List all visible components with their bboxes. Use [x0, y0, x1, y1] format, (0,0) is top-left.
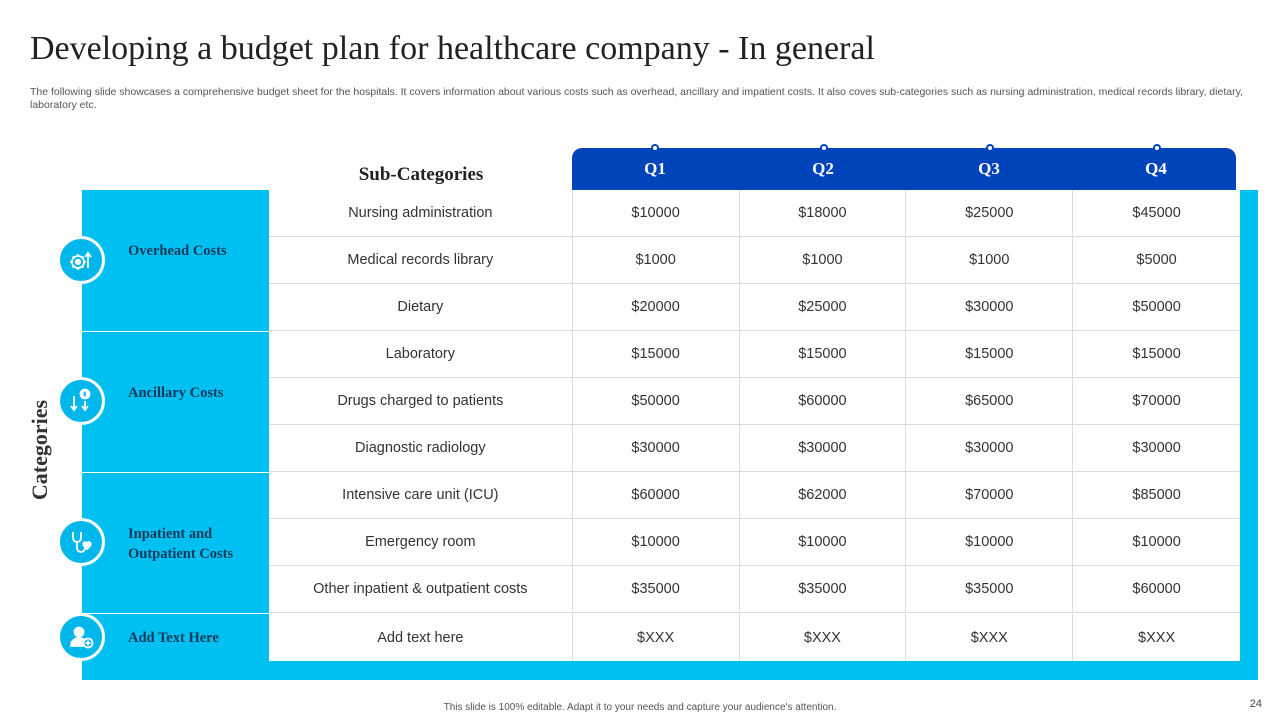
q4-cell: $30000 — [1132, 440, 1181, 456]
q2-cell: $XXX — [740, 614, 907, 661]
subcategories-header: Sub-Categories — [358, 164, 484, 185]
q2-cell: $18000 — [740, 190, 907, 236]
q4-cell: $15000 — [1132, 346, 1181, 362]
quarter-header-bar — [572, 148, 1236, 190]
table-row: Add text here $XXX $XXX $XXX $XXX — [269, 614, 1240, 661]
q3-cell: $10000 — [906, 519, 1074, 565]
q4-cell: $45000 — [1132, 205, 1181, 221]
q1-cell: $15000 — [573, 331, 740, 377]
subcategory-cell: Laboratory — [269, 331, 573, 377]
q4-cell: $50000 — [1132, 299, 1181, 315]
category-divider — [82, 331, 269, 332]
q2-cell: $35000 — [740, 566, 907, 612]
q2-cell: $30000 — [740, 425, 907, 471]
header-q4: Q4 — [1145, 159, 1167, 178]
q3-cell: $XXX — [906, 614, 1074, 661]
slide-title: Developing a budget plan for healthcare … — [30, 30, 875, 67]
table-row: Dietary $20000 $25000 $30000 $50000 — [269, 284, 1240, 331]
table-row: Drugs charged to patients $50000 $60000 … — [269, 378, 1240, 425]
subcategory-cell: Drugs charged to patients — [269, 378, 573, 424]
header-dot — [1153, 144, 1161, 152]
q1-cell: $50000 — [573, 378, 740, 424]
subcategory-cell: Emergency room — [269, 519, 573, 565]
category-label-ancillary: Ancillary Costs — [128, 385, 224, 401]
stethoscope-heart-icon — [57, 518, 105, 566]
q2-cell: $62000 — [740, 472, 907, 518]
category-panel-overhead — [82, 190, 269, 331]
user-plus-icon — [57, 613, 105, 661]
q1-cell: $30000 — [573, 425, 740, 471]
header-dot — [651, 144, 659, 152]
q2-cell: $25000 — [740, 284, 907, 330]
category-label-overhead: Overhead Costs — [128, 243, 227, 259]
q3-cell: $35000 — [906, 566, 1074, 612]
q4-cell: $XXX — [1138, 629, 1176, 646]
table-row: Laboratory $15000 $15000 $15000 $15000 — [269, 331, 1240, 378]
header-dot — [986, 144, 994, 152]
gear-money-icon — [57, 236, 105, 284]
q3-cell: $70000 — [906, 472, 1074, 518]
header-q3: Q3 — [978, 159, 1000, 178]
table-row: Intensive care unit (ICU) $60000 $62000 … — [269, 472, 1240, 519]
q4-cell: $70000 — [1132, 393, 1181, 409]
table-row: Diagnostic radiology $30000 $30000 $3000… — [269, 425, 1240, 472]
table-row: Emergency room $10000 $10000 $10000 $100… — [269, 519, 1240, 566]
q1-cell: $20000 — [573, 284, 740, 330]
subcategory-cell: Intensive care unit (ICU) — [269, 472, 573, 518]
category-divider — [82, 613, 269, 614]
q3-cell: $25000 — [906, 190, 1074, 236]
table-row: Other inpatient & outpatient costs $3500… — [269, 566, 1240, 613]
subcategory-cell: Add text here — [269, 614, 573, 661]
subcategory-cell: Nursing administration — [269, 190, 573, 236]
category-label-add-text: Add Text Here — [128, 630, 219, 646]
q1-cell: $1000 — [573, 237, 740, 283]
q1-cell: $10000 — [573, 519, 740, 565]
budget-table: Nursing administration $10000 $18000 $25… — [269, 190, 1240, 661]
q2-cell: $1000 — [740, 237, 907, 283]
subcategory-cell: Other inpatient & outpatient costs — [269, 566, 573, 612]
categories-axis-label: Categories — [27, 399, 52, 501]
q4-cell: $5000 — [1136, 252, 1177, 268]
q2-cell: $15000 — [740, 331, 907, 377]
q1-cell: $XXX — [573, 614, 740, 661]
slide-subtitle: The following slide showcases a comprehe… — [30, 86, 1243, 111]
table-row: Medical records library $1000 $1000 $100… — [269, 237, 1240, 284]
q2-cell: $60000 — [740, 378, 907, 424]
q4-cell: $85000 — [1132, 487, 1181, 503]
q3-cell: $15000 — [906, 331, 1074, 377]
page-number: 24 — [1249, 698, 1262, 710]
category-divider — [82, 472, 269, 473]
header-q1: Q1 — [644, 159, 666, 178]
q1-cell: $10000 — [573, 190, 740, 236]
q1-cell: $35000 — [573, 566, 740, 612]
slide-footer: This slide is 100% editable. Adapt it to… — [443, 702, 837, 713]
table-row: Nursing administration $10000 $18000 $25… — [269, 190, 1240, 237]
subcategory-cell: Dietary — [269, 284, 573, 330]
q4-cell: $10000 — [1132, 534, 1181, 550]
dollar-down-arrows-icon — [57, 377, 105, 425]
subcategory-cell: Medical records library — [269, 237, 573, 283]
header-q2: Q2 — [812, 159, 834, 178]
q3-cell: $30000 — [906, 425, 1074, 471]
q3-cell: $65000 — [906, 378, 1074, 424]
header-dot — [820, 144, 828, 152]
category-panel-add-text — [82, 614, 269, 661]
q1-cell: $60000 — [573, 472, 740, 518]
subcategory-cell: Diagnostic radiology — [269, 425, 573, 471]
q3-cell: $30000 — [906, 284, 1074, 330]
q4-cell: $60000 — [1132, 581, 1181, 597]
q3-cell: $1000 — [906, 237, 1074, 283]
category-panel-ancillary — [82, 332, 269, 472]
q2-cell: $10000 — [740, 519, 907, 565]
category-label-inpatient: Inpatient and Outpatient Costs — [128, 526, 234, 562]
category-panel-inpatient — [82, 473, 269, 613]
